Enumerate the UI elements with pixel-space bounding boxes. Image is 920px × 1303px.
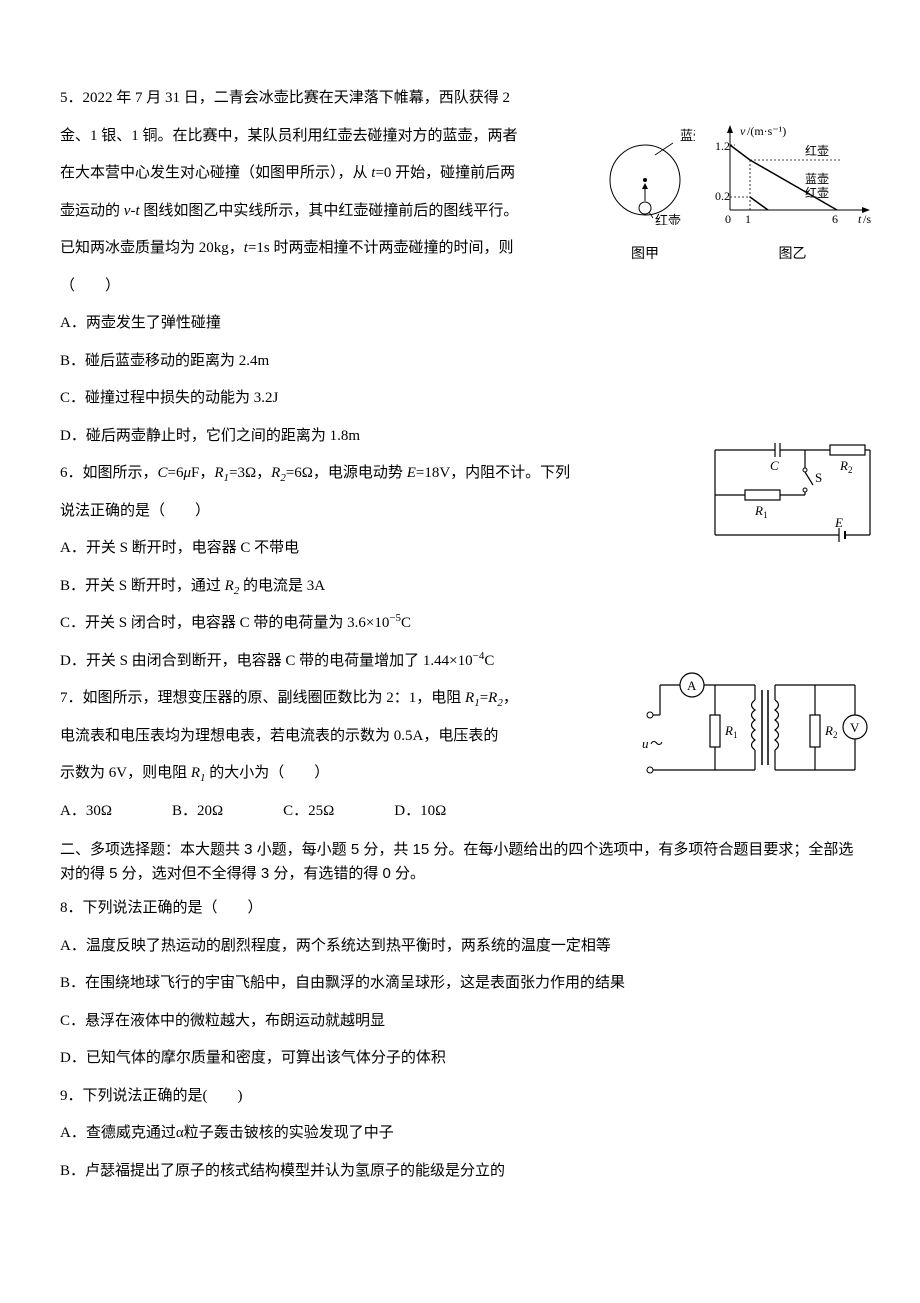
svg-text:R: R xyxy=(839,458,848,473)
figure-q6: C R 2 S R 1 xyxy=(705,440,875,550)
q6-optB: B．开关 S 断开时，通过 R2 的电流是 3A xyxy=(60,568,860,606)
svg-text:0: 0 xyxy=(725,212,731,225)
svg-text:/(m·s⁻¹): /(m·s⁻¹) xyxy=(747,125,786,138)
svg-text:S: S xyxy=(815,470,822,485)
svg-text:A: A xyxy=(687,678,697,693)
q5-optC: C．碰撞过程中损失的动能为 3.2J xyxy=(60,380,860,418)
section2-header: 二、多项选择题：本大题共 3 小题，每小题 5 分，共 15 分。在每小题给出的… xyxy=(60,838,860,886)
q8-optA: A．温度反映了热运动的剧烈程度，两个系统达到热平衡时，两系统的温度一定相等 xyxy=(60,928,860,966)
q9-optB: B．卢瑟福提出了原子的核式结构模型并认为氢原子的能级是分立的 xyxy=(60,1153,860,1191)
q7-optC: C．25Ω xyxy=(283,793,334,831)
svg-text:2: 2 xyxy=(848,465,853,475)
caption-q5b: 图乙 xyxy=(710,245,875,265)
q8-optC: C．悬浮在液体中的微粒越大，布朗运动就越明显 xyxy=(60,1003,860,1041)
q5-optA: A．两壶发生了弹性碰撞 xyxy=(60,305,860,343)
q7-line2: 电流表和电压表均为理想电表，若电流表的示数为 0.5A，电压表的 xyxy=(60,718,620,756)
q8-stem: 8．下列说法正确的是（ ） xyxy=(60,890,860,928)
svg-text:R: R xyxy=(754,503,763,518)
svg-text:R: R xyxy=(724,723,733,738)
q8-optD: D．已知气体的摩尔质量和密度，可算出该气体分子的体积 xyxy=(60,1040,860,1078)
q5-line4: 壶运动的 v-t 图线如图乙中实线所示，其中红壶碰撞前后的图线平行。 xyxy=(60,193,590,231)
figure-q7: u ～ A R 1 xyxy=(640,670,870,795)
svg-text:1.2: 1.2 xyxy=(715,139,730,153)
svg-text:v: v xyxy=(740,125,746,138)
svg-text:E: E xyxy=(834,515,843,530)
q7-optD: D．10Ω xyxy=(394,793,446,831)
svg-text:t: t xyxy=(858,212,862,225)
q5-line5: 已知两冰壶质量均为 20kg，t=1s 时两壶相撞不计两壶碰撞的时间，则 xyxy=(60,230,590,268)
svg-text:C: C xyxy=(770,458,779,473)
label-red: 红壶 xyxy=(655,213,681,225)
svg-text:2: 2 xyxy=(833,730,838,740)
svg-text:u: u xyxy=(642,736,649,751)
q7-optA: A．30Ω xyxy=(60,793,112,831)
figure-q5-a: 蓝壶 红壶 图甲 xyxy=(595,125,695,245)
svg-text:6: 6 xyxy=(832,212,838,225)
figure-q5-b: v /(m·s⁻¹) t /s 1.2 0.2 0 1 6 红壶 蓝壶 红壶 图… xyxy=(710,125,875,245)
q6-line2: 说法正确的是（ ） xyxy=(60,493,680,531)
svg-text:红壶: 红壶 xyxy=(805,185,829,200)
q9-optA: A．查德威克通过α粒子轰击铍核的实验发现了中子 xyxy=(60,1115,860,1153)
q7-line3: 示数为 6V，则电阻 R1 的大小为（ ） xyxy=(60,755,620,793)
q5-line2: 金、1 银、1 铜。在比赛中，某队员利用红壶去碰撞对方的蓝壶，两者 xyxy=(60,118,590,156)
q8-optB: B．在围绕地球飞行的宇宙飞船中，自由飘浮的水滴呈球形，这是表面张力作用的结果 xyxy=(60,965,860,1003)
q6-optC: C．开关 S 闭合时，电容器 C 带的电荷量为 3.6×10−5C xyxy=(60,605,860,643)
svg-text:1: 1 xyxy=(733,730,738,740)
caption-q5a: 图甲 xyxy=(595,245,695,265)
svg-text:～: ～ xyxy=(650,736,663,751)
q9-stem: 9．下列说法正确的是( ) xyxy=(60,1078,860,1116)
svg-text:V: V xyxy=(850,720,860,735)
label-blue: 蓝壶 xyxy=(680,128,695,143)
svg-text:蓝壶: 蓝壶 xyxy=(805,171,829,186)
q5-line1: 5．2022 年 7 月 31 日，二青会冰壶比赛在天津落下帷幕，西队获得 2 xyxy=(60,80,590,118)
svg-text:红壶: 红壶 xyxy=(805,143,829,158)
svg-text:1: 1 xyxy=(763,510,768,520)
q7-options: A．30Ω B．20Ω C．25Ω D．10Ω xyxy=(60,793,860,831)
svg-text:R: R xyxy=(824,723,833,738)
q5-optB: B．碰后蓝壶移动的距离为 2.4m xyxy=(60,343,860,381)
q5-line3: 在大本营中心发生对心碰撞（如图甲所示），从 t=0 开始，碰撞前后两 xyxy=(60,155,590,193)
q7-optB: B．20Ω xyxy=(172,793,223,831)
svg-text:1: 1 xyxy=(745,212,751,225)
svg-text:0.2: 0.2 xyxy=(715,189,730,203)
svg-text:/s: /s xyxy=(863,212,871,225)
q5-paren: （ ） xyxy=(60,268,860,306)
q7-line1: 7．如图所示，理想变压器的原、副线圈匝数比为 2：1，电阻 R1=R2， xyxy=(60,680,620,718)
q6-line1: 6．如图所示，C=6μF，R1=3Ω，R2=6Ω，电源电动势 E=18V，内阻不… xyxy=(60,455,680,493)
